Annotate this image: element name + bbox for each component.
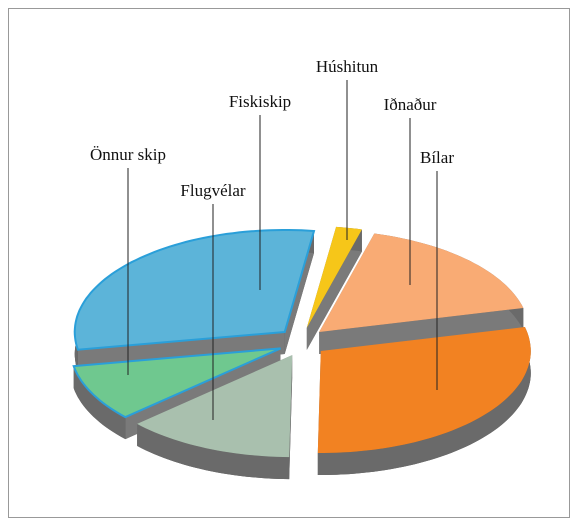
slice <box>319 233 524 332</box>
slice-label: Iðnaður <box>384 95 437 114</box>
slice-side <box>73 366 126 440</box>
slice-label: Húshitun <box>316 57 379 76</box>
slice-side <box>284 231 314 354</box>
slice-side <box>306 229 362 350</box>
slice <box>72 347 281 419</box>
slice <box>317 327 531 453</box>
slice-label: Önnur skip <box>90 145 166 164</box>
slice-side <box>289 355 293 480</box>
slice <box>306 226 362 328</box>
slice-label: Bílar <box>420 148 454 167</box>
slice-side <box>317 327 531 475</box>
slice-side <box>319 308 524 354</box>
slice-label: Flugvélar <box>180 181 245 200</box>
slice <box>73 229 316 351</box>
slice <box>137 355 293 458</box>
slice-label: Fiskiskip <box>229 92 291 111</box>
slice-side <box>137 423 290 480</box>
